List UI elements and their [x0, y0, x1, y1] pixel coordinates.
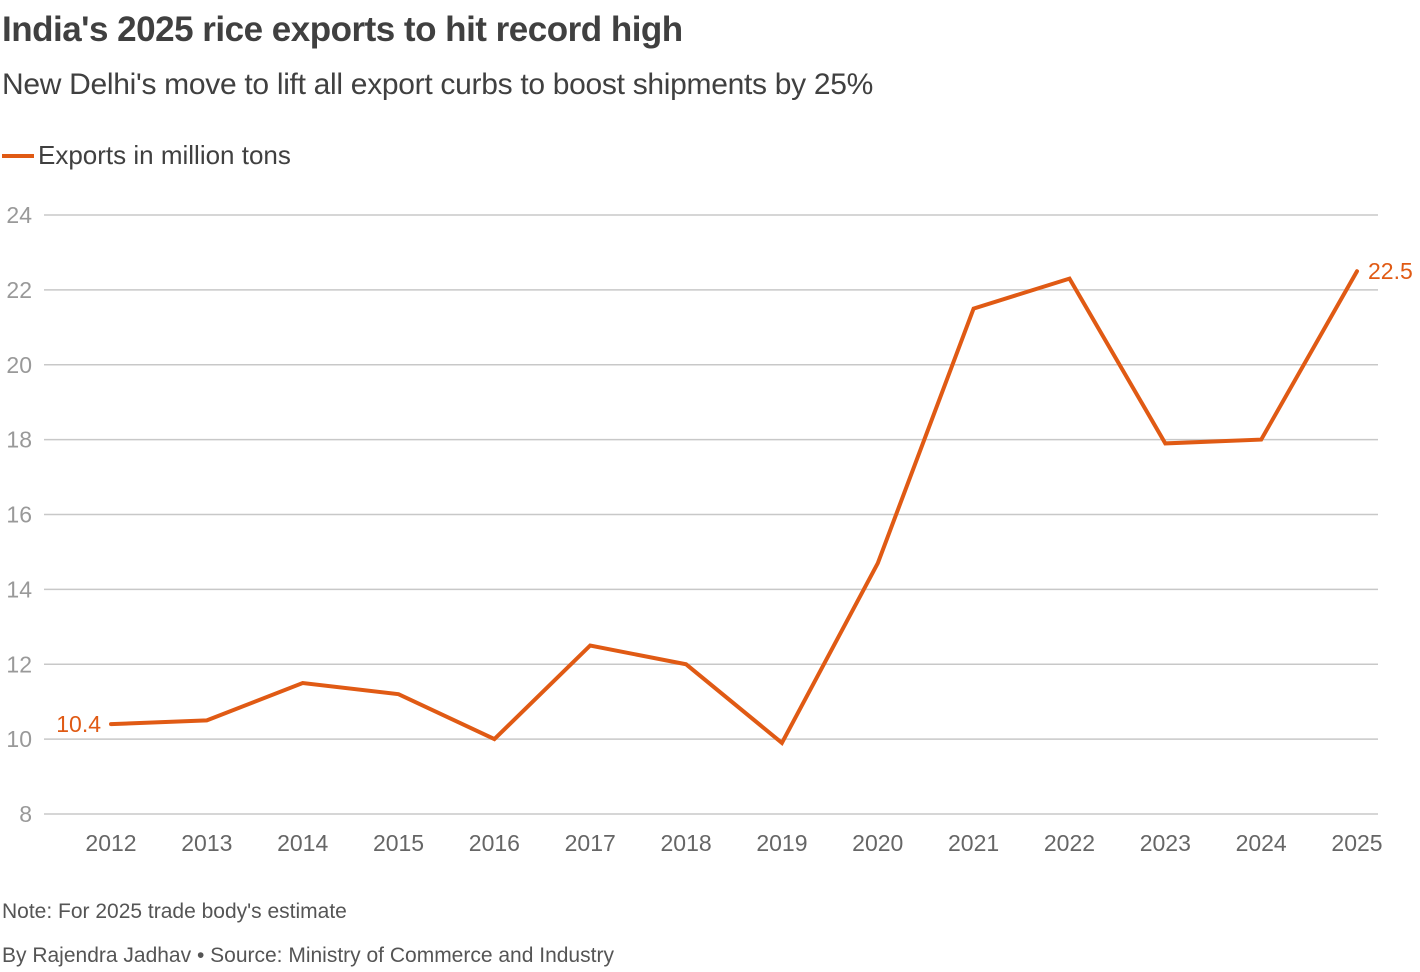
x-tick-label: 2012 — [85, 830, 136, 856]
y-tick-label: 14 — [6, 576, 32, 602]
y-axis-ticks: 8 10 12 14 16 18 20 22 24 — [6, 202, 32, 827]
legend-label-exports: Exports in million tons — [38, 140, 291, 170]
x-tick-label: 2018 — [660, 830, 711, 856]
legend-swatch-exports — [2, 153, 34, 158]
x-tick-label: 2013 — [181, 830, 232, 856]
data-labels: 10.4 22.5 — [56, 258, 1413, 737]
x-tick-label: 2014 — [277, 830, 328, 856]
data-label: 10.4 — [56, 711, 101, 737]
x-tick-label: 2022 — [1044, 830, 1095, 856]
y-tick-label: 16 — [6, 502, 32, 528]
x-tick-label: 2023 — [1140, 830, 1191, 856]
series-line — [109, 269, 1359, 746]
data-label: 22.5 — [1368, 258, 1413, 284]
x-tick-label: 2019 — [756, 830, 807, 856]
x-axis-ticks: 2012 2013 2014 2015 2016 2017 2018 2019 2020 2021… — [85, 830, 1382, 856]
y-tick-label: 18 — [6, 427, 32, 453]
x-tick-label: 2024 — [1236, 830, 1287, 856]
series-exports — [109, 269, 1359, 746]
credit-source: By Rajendra Jadhav • Source: Ministry of… — [2, 944, 614, 967]
x-tick-label: 2015 — [373, 830, 424, 856]
x-tick-label: 2021 — [948, 830, 999, 856]
y-tick-label: 22 — [6, 277, 32, 303]
chart-subtitle: New Delhi's move to lift all export curb… — [2, 68, 874, 101]
x-tick-label: 2020 — [852, 830, 903, 856]
x-tick-label: 2017 — [565, 830, 616, 856]
y-tick-label: 8 — [19, 801, 32, 827]
gridlines — [44, 214, 1378, 815]
legend: Exports in million tons — [2, 140, 291, 171]
y-tick-label: 24 — [6, 202, 32, 228]
footnote: Note: For 2025 trade body's estimate — [2, 900, 347, 923]
y-tick-label: 12 — [6, 651, 32, 677]
y-tick-label: 10 — [6, 726, 32, 752]
y-tick-label: 20 — [6, 352, 32, 378]
x-tick-label: 2025 — [1331, 830, 1382, 856]
chart-title: India's 2025 rice exports to hit record … — [2, 10, 683, 49]
x-tick-label: 2016 — [469, 830, 520, 856]
